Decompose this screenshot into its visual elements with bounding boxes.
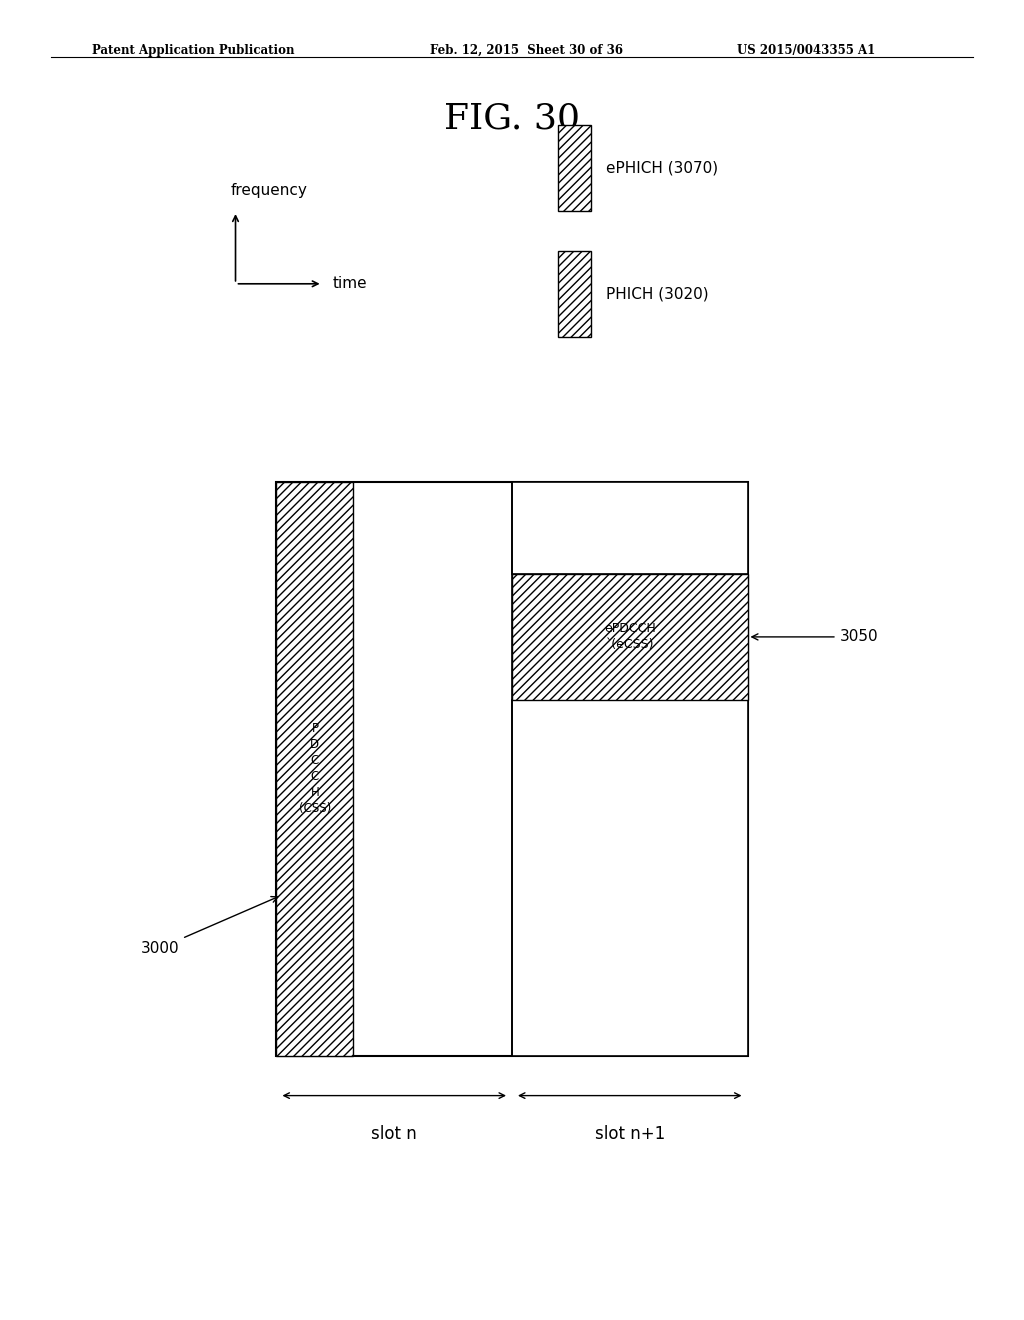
Bar [512, 700, 748, 1056]
Text: 3000: 3000 [140, 896, 278, 956]
Text: 3050: 3050 [752, 630, 879, 644]
Text: Feb. 12, 2015  Sheet 30 of 36: Feb. 12, 2015 Sheet 30 of 36 [430, 44, 623, 57]
Text: P
D
C
C
H
(CSS): P D C C H (CSS) [299, 722, 331, 816]
Text: FIG. 30: FIG. 30 [444, 102, 580, 136]
Bar [276, 482, 748, 1056]
Text: slot n: slot n [372, 1125, 417, 1143]
Bar [512, 574, 748, 700]
Text: frequency: frequency [230, 183, 307, 198]
Text: Patent Application Publication: Patent Application Publication [92, 44, 295, 57]
Text: ePHICH (3070): ePHICH (3070) [606, 161, 718, 176]
Text: time: time [333, 276, 368, 292]
Bar [276, 482, 353, 1056]
Bar [558, 251, 591, 337]
Bar [558, 125, 591, 211]
Text: PHICH (3020): PHICH (3020) [606, 286, 709, 301]
Bar [512, 482, 748, 574]
Text: ePDCCH
`(eCSS): ePDCCH `(eCSS) [604, 623, 655, 651]
Text: slot n+1: slot n+1 [595, 1125, 665, 1143]
Text: US 2015/0043355 A1: US 2015/0043355 A1 [737, 44, 876, 57]
